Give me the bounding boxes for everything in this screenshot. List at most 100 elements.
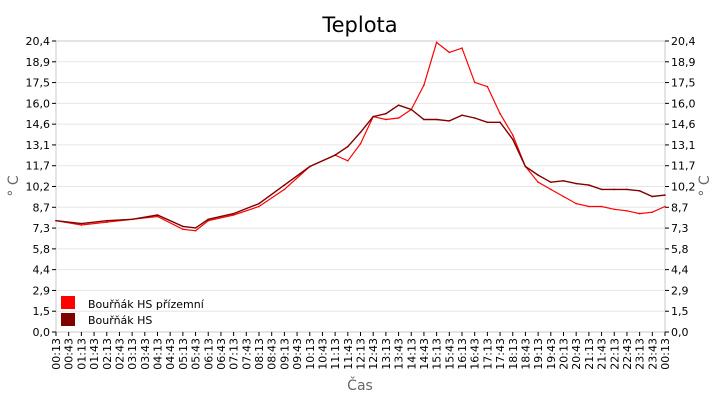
x-tick-label: 02:13: [101, 338, 114, 370]
y-tick-label-left: 7,3: [33, 222, 51, 235]
y-tick-label-right: 0,0: [671, 326, 689, 339]
y-tick-label-left: 8,7: [33, 201, 51, 214]
series-1-point: [80, 224, 83, 226]
series-1-point: [232, 214, 235, 216]
series-1-point: [512, 134, 514, 136]
y-tick-label-right: 18,9: [671, 56, 696, 69]
y-tick-label-right: 8,7: [671, 201, 689, 214]
series-2-point: [448, 120, 451, 122]
x-tick-label: 15:13: [431, 338, 444, 370]
y-tick-label-left: 1,5: [33, 305, 51, 318]
x-tick-label: 08:43: [266, 338, 279, 370]
series-2-point: [397, 104, 400, 106]
y-tick-label-right: 20,4: [671, 35, 696, 48]
x-tick-label: 00:13: [659, 338, 672, 370]
x-tick-label: 16:13: [456, 338, 469, 370]
x-tick-label: 21:13: [583, 338, 596, 370]
series-2-point: [486, 121, 489, 124]
series-1-point: [562, 195, 565, 198]
series-2-point: [232, 212, 235, 215]
series-1-point: [258, 205, 260, 208]
y-tick-label-right: 16,0: [671, 97, 696, 110]
x-tick-label: 07:43: [240, 338, 253, 370]
x-tick-label: 00:13: [50, 338, 63, 370]
series-2-point: [372, 115, 375, 118]
y-tick-label-right: 14,6: [671, 118, 696, 131]
series-1-point: [359, 142, 362, 145]
x-tick-label: 11:43: [342, 338, 355, 370]
legend-swatch-series-1: [61, 296, 75, 309]
series-2-point: [258, 202, 260, 205]
series-2-point: [194, 227, 197, 229]
x-axis: 00:13 00:43 01:13 01:43 02:13 02:43 03:13 03:43…: [50, 332, 672, 370]
x-tick-label: 12:43: [367, 338, 380, 370]
y-tick-label-right: 4,4: [671, 264, 689, 277]
series-2-point: [524, 165, 527, 168]
x-tick-label: 23:43: [646, 338, 659, 370]
series-2-point: [613, 188, 616, 191]
y-tick-label-left: 14,6: [26, 118, 51, 131]
x-tick-label: 06:43: [215, 338, 228, 370]
x-tick-label: 14:43: [418, 338, 431, 370]
y-tick-label-right: 5,8: [671, 243, 689, 256]
legend-label-series-1: Bouřňák HS přízemní: [88, 298, 205, 311]
x-axis-label: Čas: [347, 376, 373, 394]
y-tick-label-left: 18,9: [26, 56, 51, 69]
series-2-point: [359, 131, 362, 134]
series-1-point: [156, 215, 159, 218]
series-1-point: [283, 188, 286, 191]
x-tick-label: 11:13: [329, 338, 342, 370]
series-2-point: [106, 219, 108, 222]
x-tick-label: 18:13: [507, 338, 520, 370]
y-axis-left: 0,0 1,5 2,9 4,4 5,8 7,3 8,7 10,2 11,7 13,1 14,6 16,…: [26, 35, 56, 339]
series-2-point: [131, 218, 133, 221]
y-tick-label-right: 11,7: [671, 160, 696, 173]
x-tick-label: 04:13: [152, 338, 165, 370]
series-2-point: [575, 182, 577, 185]
series-1-point: [182, 228, 184, 231]
x-tick-label: 13:43: [393, 338, 406, 370]
x-tick-label: 20:43: [570, 338, 583, 370]
y-axis-label-right: ° C: [697, 175, 713, 196]
series-1-point: [550, 188, 552, 191]
series-1-point: [194, 229, 197, 232]
series-2-point: [537, 174, 539, 176]
series-1-point: [486, 85, 489, 88]
x-tick-label: 05:13: [177, 338, 190, 370]
y-tick-label-left: 16,0: [26, 97, 51, 110]
series-2-point: [499, 121, 501, 124]
series-1-point: [588, 205, 590, 208]
series-2-point: [55, 219, 57, 222]
x-tick-label: 03:13: [126, 338, 139, 370]
x-tick-label: 09:13: [278, 338, 291, 370]
series-2-point: [638, 190, 641, 192]
x-tick-label: 12:13: [355, 338, 368, 370]
x-tick-label: 23:13: [634, 338, 647, 370]
series-1-point: [461, 47, 463, 49]
x-tick-label: 20:13: [558, 338, 571, 370]
series-1-point: [651, 211, 654, 213]
y-tick-label-left: 20,4: [26, 35, 51, 48]
y-tick-label-left: 4,4: [33, 264, 51, 277]
x-tick-label: 08:13: [253, 338, 266, 370]
x-tick-label: 16:43: [469, 338, 482, 370]
y-axis-label-left: ° C: [6, 175, 22, 196]
x-tick-label: 15:43: [443, 338, 456, 370]
x-tick-label: 21:43: [596, 338, 609, 370]
y-tick-label-left: 0,0: [33, 326, 51, 339]
x-tick-label: 04:43: [164, 338, 177, 370]
y-tick-label-right: 1,5: [671, 305, 689, 318]
legend-swatch-series-2: [61, 313, 75, 326]
series-2-point: [207, 218, 210, 221]
y-tick-label-right: 10,2: [671, 181, 696, 194]
series-1-point: [537, 181, 539, 183]
series-2-point: [461, 114, 463, 116]
y-tick-label-left: 2,9: [33, 284, 51, 297]
series-1-point: [626, 210, 628, 212]
series-2-point: [600, 188, 603, 191]
series-lines: [55, 41, 666, 232]
series-2-point: [309, 165, 311, 168]
x-tick-label: 01:13: [75, 338, 88, 370]
